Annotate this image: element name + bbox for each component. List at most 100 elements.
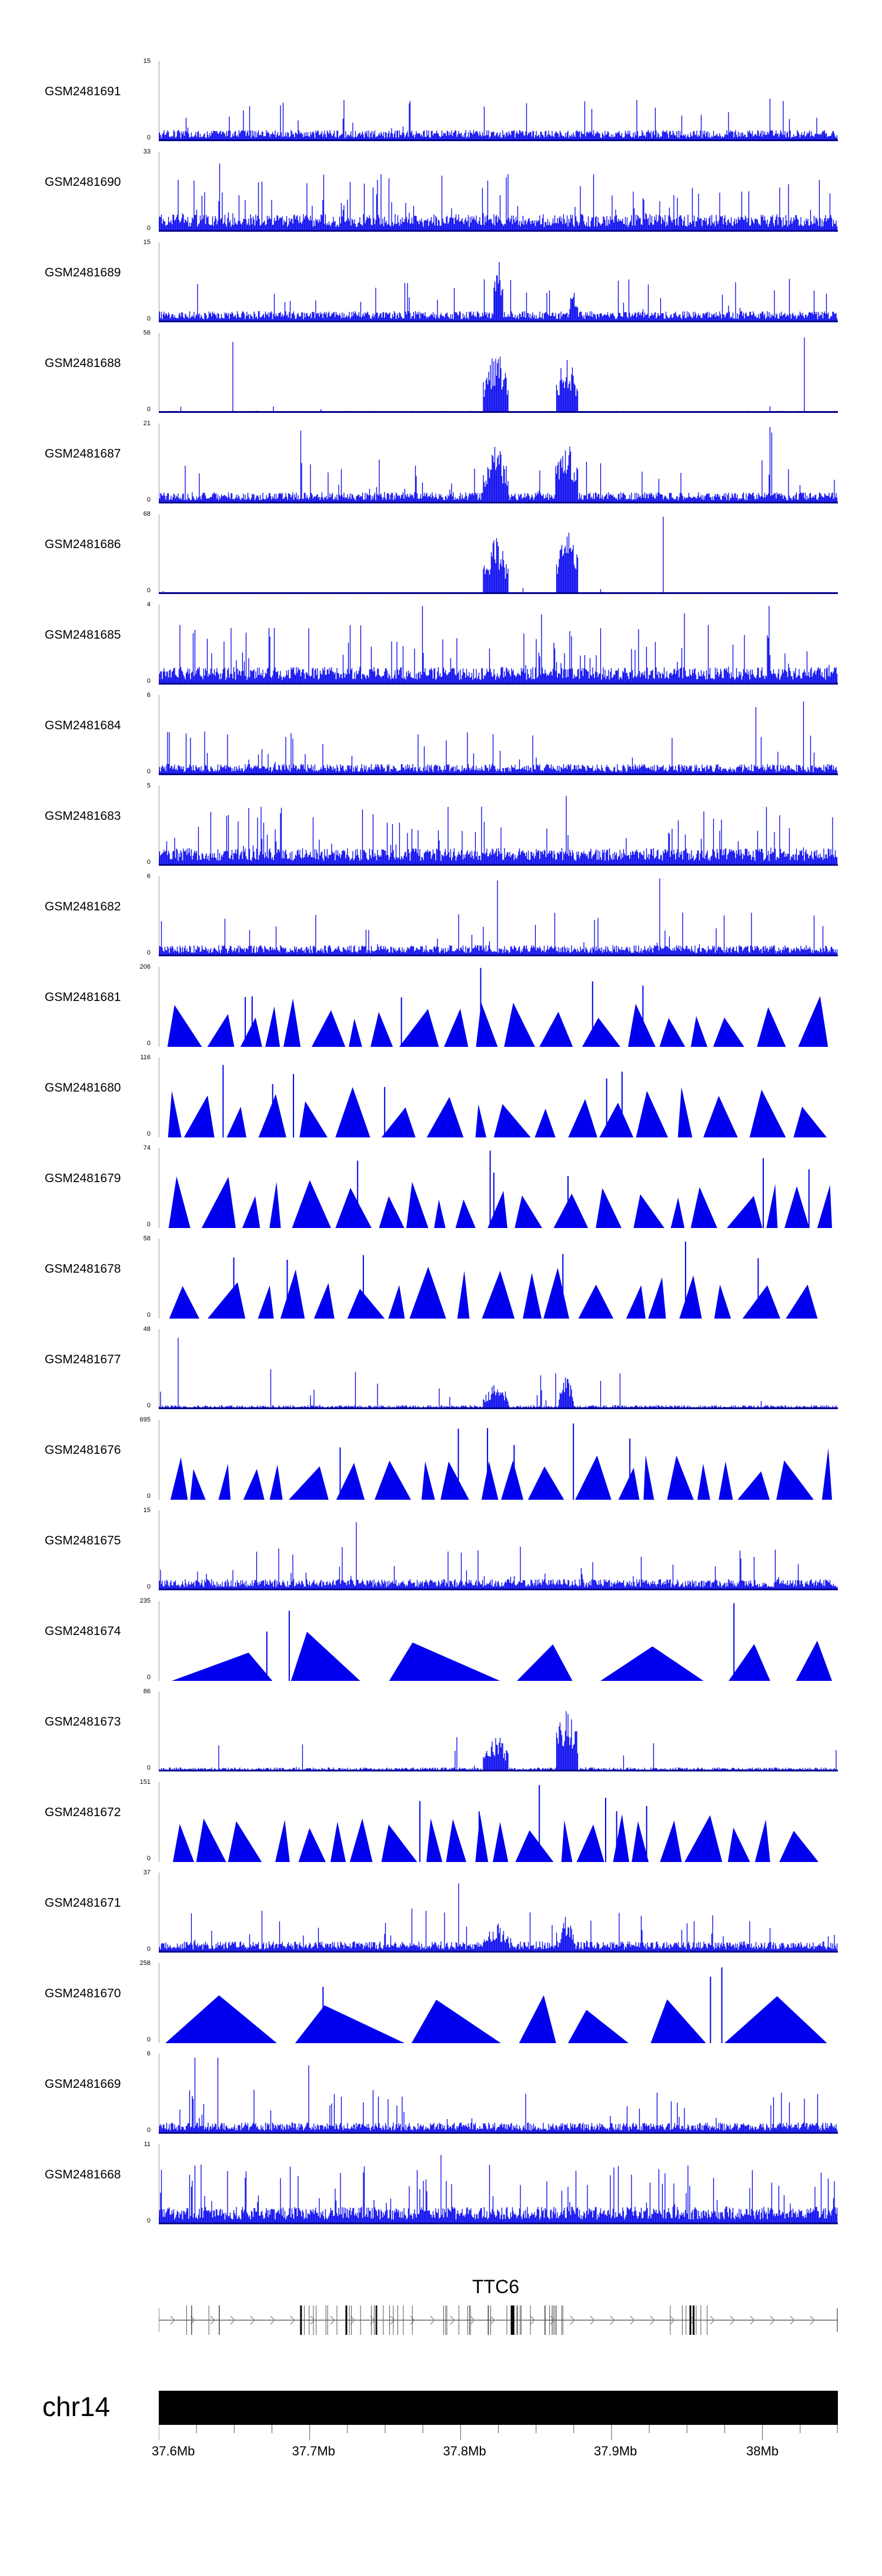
track-label: GSM2481674 (45, 1624, 121, 1638)
baseline (159, 2132, 838, 2134)
coverage-plot (159, 2144, 838, 2224)
coverage-plot (159, 876, 838, 956)
coverage-bars (159, 262, 838, 322)
coverage-svg (159, 423, 838, 503)
strand-chevron (450, 2315, 455, 2325)
track-label: GSM2481691 (45, 85, 121, 98)
coverage-bars (159, 1337, 838, 1409)
y-max-label: 235 (139, 1597, 151, 1604)
coverage-bars (159, 337, 838, 413)
strand-chevron (770, 2315, 775, 2325)
track-label: GSM2481679 (45, 1172, 121, 1185)
chromosome-label: chr14 (42, 2391, 111, 2422)
baseline (159, 411, 838, 413)
coverage-plot (159, 2054, 838, 2134)
strand-chevron (630, 2315, 635, 2325)
strand-chevron (230, 2315, 235, 2325)
track-GSM2481668: GSM2481668 11 0 (0, 2141, 882, 2233)
track-label: GSM2481675 (45, 1534, 121, 1547)
y-max-label: 68 (143, 510, 151, 518)
coverage-svg (159, 1782, 818, 1862)
strand-chevron (790, 2315, 795, 2325)
coverage-plot (159, 1239, 838, 1319)
y-min-label: 0 (146, 768, 151, 775)
baseline (159, 955, 838, 956)
coverage-plot (159, 1329, 838, 1409)
y-max-label: 15 (143, 239, 151, 246)
y-min-label: 0 (146, 1130, 151, 1137)
track-GSM2481688: GSM2481688 56 0 (0, 329, 882, 421)
track-GSM2481685: GSM2481685 4 0 (0, 601, 882, 693)
strand-chevron (710, 2315, 715, 2325)
track-GSM2481676: GSM2481676 695 0 (0, 1416, 882, 1508)
axis-tick-label: 37.7Mb (292, 2444, 336, 2458)
coverage-plot (159, 1601, 838, 1681)
coverage-plot (159, 786, 838, 866)
baseline (159, 683, 838, 685)
coverage-plot (159, 333, 838, 413)
strand-chevron (750, 2315, 755, 2325)
coverage-plot (159, 1057, 838, 1137)
baseline (159, 773, 838, 775)
coverage-bars (159, 701, 838, 775)
y-max-label: 151 (139, 1778, 151, 1786)
coverage-plot (159, 695, 838, 775)
track-GSM2481684: GSM2481684 6 0 (0, 692, 882, 783)
coverage-plot (159, 1148, 838, 1228)
coverage-area (165, 1995, 827, 2043)
track-GSM2481681: GSM2481681 206 0 (0, 963, 882, 1055)
baseline (159, 321, 838, 322)
strand-chevron (670, 2315, 675, 2325)
strand-chevron (470, 2315, 475, 2325)
coverage-plot (159, 1510, 838, 1590)
y-min-label: 0 (146, 1493, 151, 1500)
track-GSM2481690: GSM2481690 33 0 (0, 148, 882, 240)
baseline (159, 1589, 838, 1590)
strand-chevron (530, 2315, 535, 2325)
strand-chevron (610, 2315, 615, 2325)
coverage-svg (159, 1329, 838, 1409)
coverage-plot (159, 1963, 838, 2043)
y-min-label: 0 (146, 859, 151, 866)
strand-chevron (210, 2315, 215, 2325)
coverage-svg (159, 786, 838, 866)
coverage-plot (159, 967, 838, 1047)
strand-chevron (330, 2315, 335, 2325)
track-label: GSM2481669 (45, 2077, 121, 2091)
y-min-label: 0 (146, 315, 151, 322)
baseline (159, 230, 838, 232)
y-max-label: 6 (146, 692, 151, 699)
track-GSM2481678: GSM2481678 58 0 (0, 1235, 882, 1327)
track-label: GSM2481687 (45, 447, 121, 461)
track-GSM2481673: GSM2481673 86 0 (0, 1688, 882, 1780)
strand-chevron (250, 2315, 255, 2325)
strand-chevron (550, 2315, 555, 2325)
y-max-label: 58 (143, 1235, 151, 1242)
track-label: GSM2481670 (45, 1987, 121, 2000)
coverage-bars (159, 163, 838, 232)
coverage-bars (159, 606, 838, 685)
strand-chevron (810, 2315, 815, 2325)
coverage-svg (159, 1510, 838, 1590)
y-min-label: 0 (146, 1946, 151, 1953)
strand-chevron (170, 2315, 175, 2325)
coverage-plot (159, 242, 838, 322)
y-min-label: 0 (146, 496, 151, 503)
track-label: GSM2481672 (45, 1806, 121, 1819)
y-min-label: 0 (146, 1855, 151, 1862)
coverage-bars (159, 98, 838, 141)
coverage-svg (159, 333, 838, 413)
y-min-label: 0 (146, 1312, 151, 1319)
coverage-plot (159, 1873, 838, 1953)
coverage-svg (159, 1691, 838, 1771)
y-max-label: 33 (143, 148, 151, 155)
coverage-bars (159, 2057, 838, 2134)
track-label: GSM2481686 (45, 538, 121, 551)
axis-tick-label: 37.6Mb (152, 2444, 195, 2458)
y-max-label: 116 (140, 1054, 151, 1061)
coverage-plot (159, 152, 838, 232)
coverage-svg (159, 1239, 818, 1319)
coverage-svg (159, 242, 838, 322)
strand-chevron (410, 2315, 415, 2325)
baseline (159, 864, 838, 866)
